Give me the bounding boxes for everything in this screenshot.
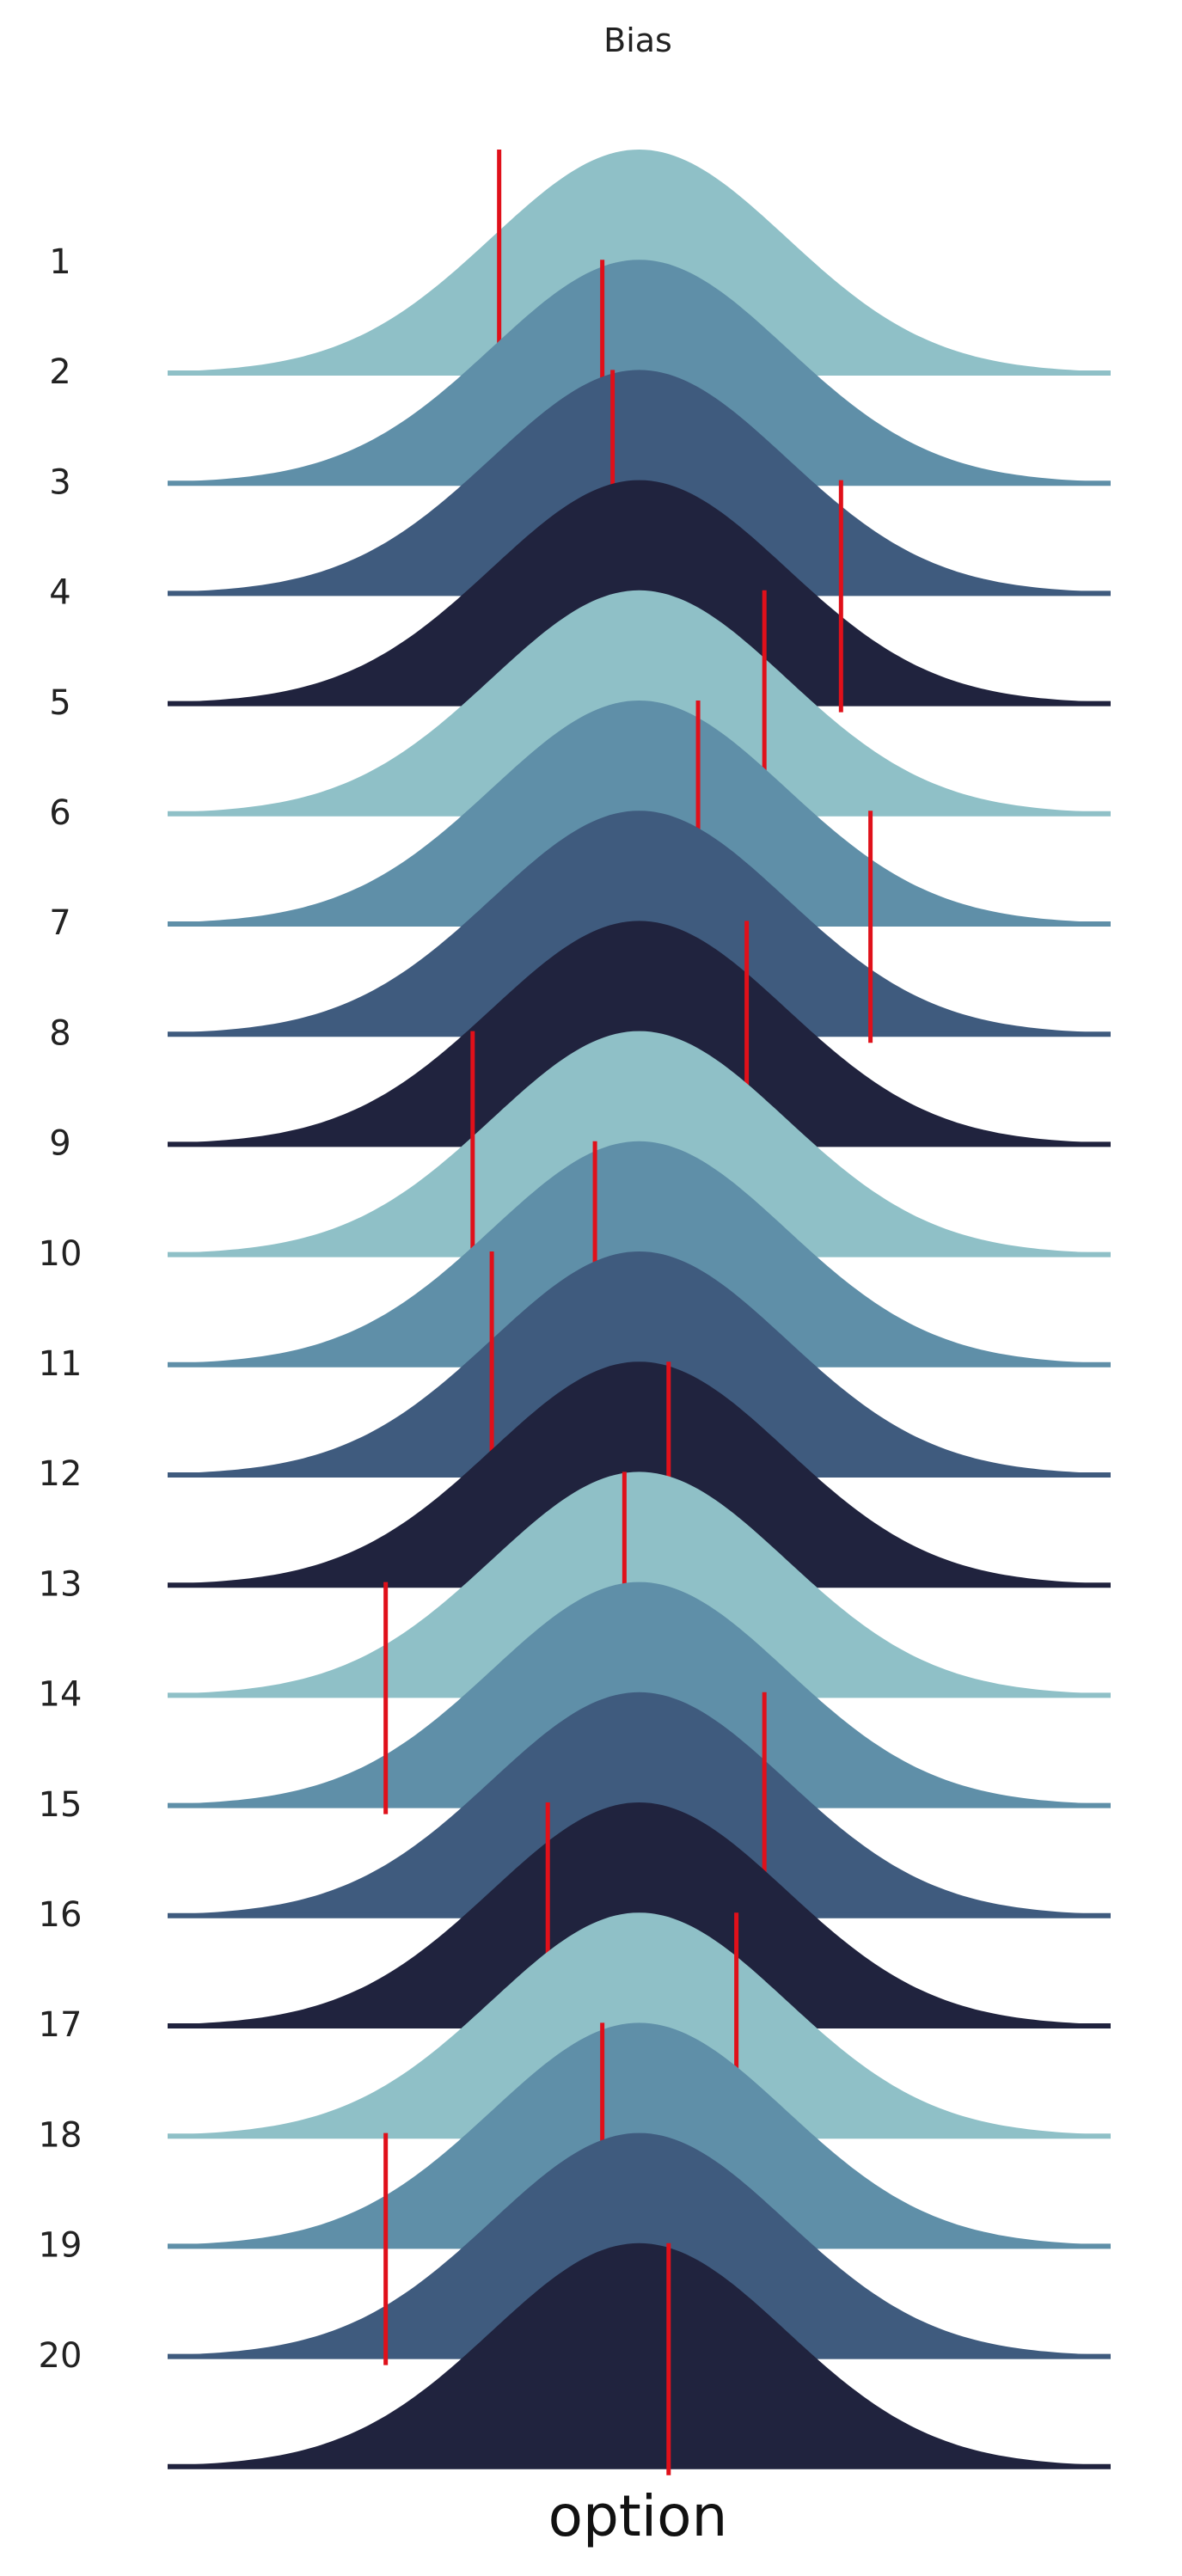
- y-tick-label-3: 3: [49, 462, 70, 502]
- y-tick-label-19: 19: [39, 2226, 83, 2266]
- y-tick-label-10: 10: [39, 1234, 83, 1274]
- y-tick-label-15: 15: [39, 1785, 83, 1825]
- y-tick-label-13: 13: [39, 1564, 83, 1604]
- y-tick-label-4: 4: [49, 573, 70, 613]
- y-tick-label-14: 14: [39, 1675, 83, 1715]
- y-tick-label-2: 2: [49, 352, 70, 392]
- y-tick-label-5: 5: [49, 683, 70, 723]
- y-tick-label-7: 7: [49, 903, 70, 943]
- y-tick-label-18: 18: [39, 2115, 83, 2155]
- chart-title: Bias: [603, 21, 672, 59]
- ridge-area-20: [168, 2243, 1111, 2467]
- y-tick-label-6: 6: [49, 793, 70, 833]
- y-tick-label-11: 11: [39, 1344, 83, 1384]
- y-tick-label-1: 1: [49, 242, 70, 282]
- y-tick-label-16: 16: [39, 1895, 83, 1935]
- y-tick-label-17: 17: [39, 2005, 83, 2045]
- y-tick-label-12: 12: [39, 1454, 83, 1494]
- ridges-group: [168, 150, 1111, 2475]
- x-axis-label: option: [548, 2483, 728, 2549]
- y-tick-label-20: 20: [39, 2336, 83, 2376]
- y-tick-label-8: 8: [49, 1013, 70, 1053]
- y-tick-label-9: 9: [49, 1124, 70, 1164]
